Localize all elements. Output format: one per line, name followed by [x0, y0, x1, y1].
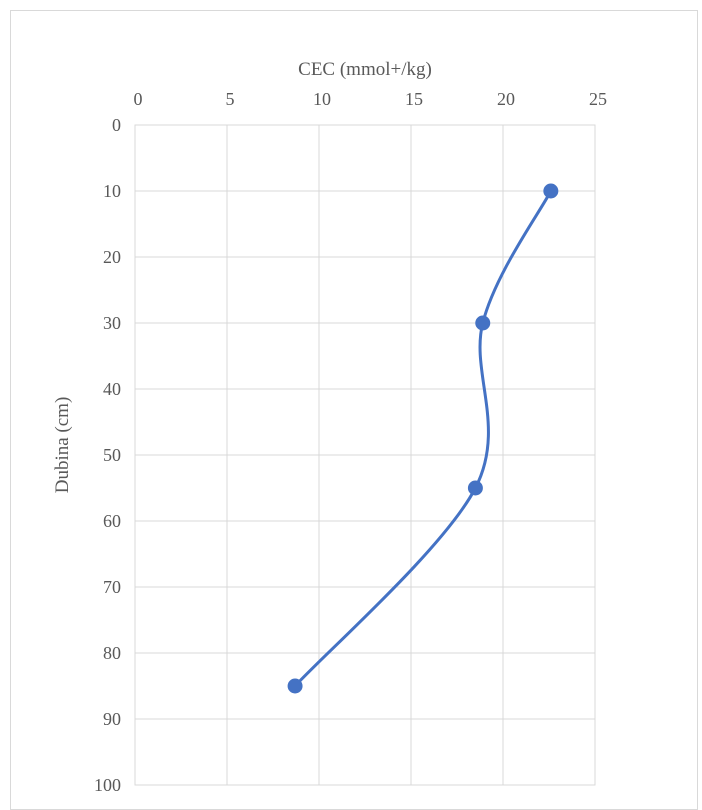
data-point	[475, 315, 491, 331]
chart-area	[10, 10, 698, 810]
x-tick-labels: 0 5 10 15 20 25	[134, 89, 608, 109]
y-tick-labels: 0 10 20 30 40 50 60 70 80 90 100	[94, 115, 121, 795]
data-point	[543, 183, 559, 199]
y-tick-label: 70	[103, 577, 121, 597]
data-point	[287, 678, 303, 694]
x-tick-label: 5	[226, 89, 235, 109]
y-tick-label: 10	[103, 181, 121, 201]
y-tick-label: 80	[103, 643, 121, 663]
data-point	[467, 480, 483, 496]
y-axis-title: Dubina (cm)	[52, 397, 73, 494]
y-tick-label: 50	[103, 445, 121, 465]
x-tick-label: 25	[589, 89, 607, 109]
x-tick-label: 15	[405, 89, 423, 109]
x-tick-label: 0	[134, 89, 143, 109]
y-tick-label: 40	[103, 379, 121, 399]
series-line	[293, 189, 553, 688]
x-axis-title: CEC (mmol+/kg)	[298, 59, 432, 80]
y-tick-label: 60	[103, 511, 121, 531]
y-tick-label: 0	[112, 115, 121, 135]
y-tick-label: 100	[94, 775, 121, 795]
x-tick-label: 10	[313, 89, 331, 109]
y-tick-label: 20	[103, 247, 121, 267]
horizontal-gridlines	[135, 190, 595, 720]
y-tick-label: 30	[103, 313, 121, 333]
y-tick-label: 90	[103, 709, 121, 729]
x-tick-label: 20	[497, 89, 515, 109]
series-cec	[287, 183, 559, 694]
